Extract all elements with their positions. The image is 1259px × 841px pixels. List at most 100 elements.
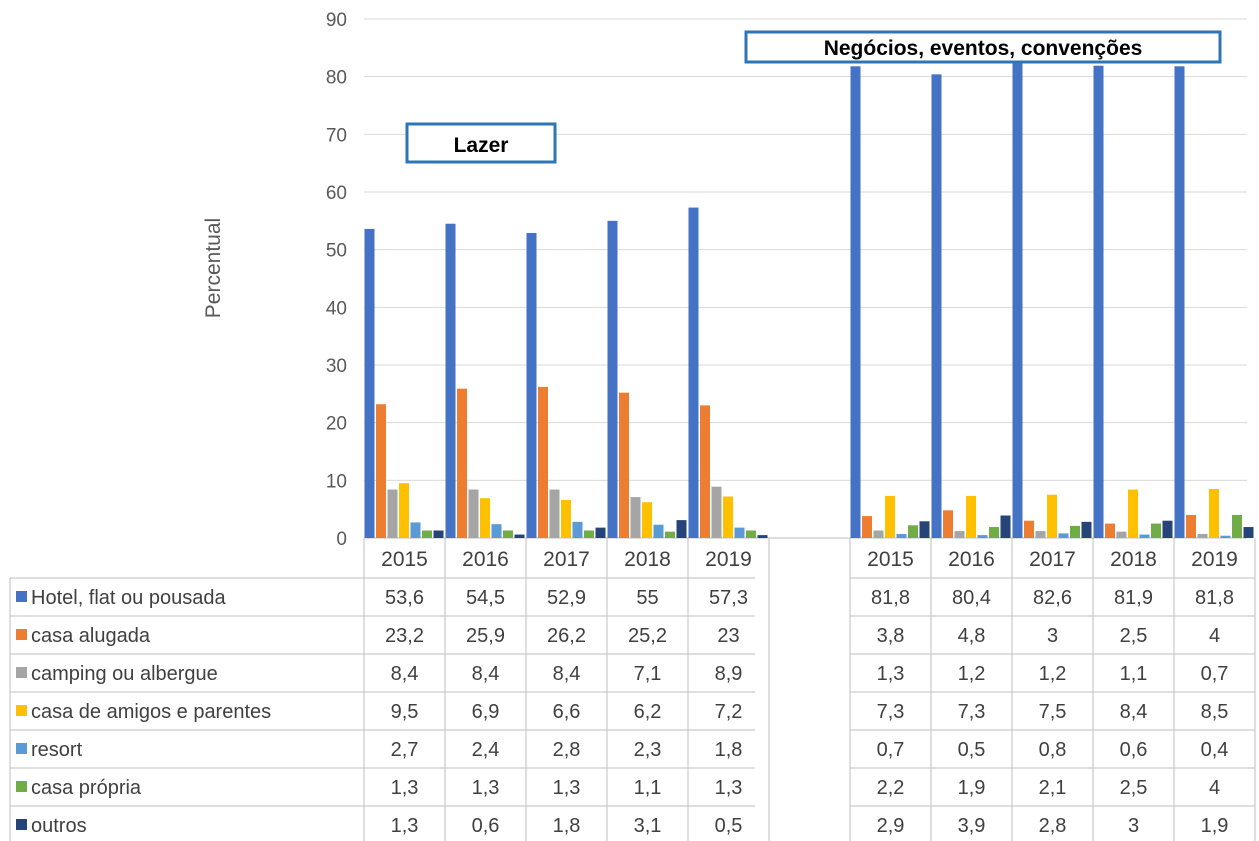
legend-label: Hotel, flat ou pousada bbox=[31, 587, 226, 609]
bar bbox=[607, 220, 618, 539]
bar bbox=[364, 228, 375, 538]
bar bbox=[700, 405, 710, 538]
bar bbox=[711, 486, 722, 538]
data-value-label: 1,3 bbox=[715, 777, 743, 799]
legend-key bbox=[16, 667, 27, 678]
y-axis-ticks: 0 10 20 30 40 50 60 70 80 90 bbox=[326, 10, 347, 550]
bar bbox=[746, 530, 756, 538]
bar bbox=[896, 533, 907, 538]
category-label: 2015 bbox=[381, 548, 428, 571]
data-value-label: 3 bbox=[1047, 625, 1058, 647]
bar bbox=[1012, 61, 1023, 538]
bar bbox=[723, 496, 733, 538]
data-value-label: 1,9 bbox=[1201, 815, 1229, 837]
bar bbox=[862, 516, 872, 538]
bar bbox=[480, 498, 490, 538]
data-value-label: 8,4 bbox=[1120, 701, 1148, 723]
legend-label: casa própria bbox=[31, 777, 142, 799]
data-value-label: 0,6 bbox=[1120, 739, 1148, 761]
legend-key bbox=[16, 591, 27, 602]
data-value-label: 2,5 bbox=[1120, 777, 1148, 799]
bar bbox=[1186, 514, 1196, 538]
data-value-label: 2,1 bbox=[1039, 777, 1067, 799]
legend-key bbox=[16, 743, 27, 754]
data-value-label: 80,4 bbox=[952, 587, 991, 609]
bar bbox=[1197, 533, 1208, 538]
bar bbox=[850, 66, 861, 538]
bar bbox=[1081, 521, 1092, 538]
data-value-label: 82,6 bbox=[1033, 587, 1072, 609]
bar bbox=[1209, 488, 1219, 538]
category-label: 2017 bbox=[1029, 548, 1076, 571]
data-value-label: 7,1 bbox=[634, 663, 662, 685]
legend-label: casa de amigos e parentes bbox=[31, 701, 271, 723]
bar bbox=[514, 534, 525, 538]
y-axis-label: Percentual bbox=[202, 218, 225, 318]
data-value-label: 1,2 bbox=[958, 663, 986, 685]
bar bbox=[1151, 523, 1161, 538]
data-value-label: 6,2 bbox=[634, 701, 662, 723]
legend-key bbox=[16, 705, 27, 716]
bar bbox=[387, 489, 398, 538]
data-value-label: 53,6 bbox=[385, 587, 424, 609]
bars bbox=[364, 61, 1254, 539]
data-value-label: 3,8 bbox=[877, 625, 905, 647]
data-value-label: 81,8 bbox=[1195, 587, 1234, 609]
legend-label: casa alugada bbox=[31, 625, 151, 647]
data-value-label: 7,5 bbox=[1039, 701, 1067, 723]
data-value-label: 8,9 bbox=[715, 663, 743, 685]
bar bbox=[1058, 533, 1069, 538]
bar bbox=[491, 524, 502, 538]
data-value-label: 0,5 bbox=[715, 815, 743, 837]
data-value-label: 2,8 bbox=[1039, 815, 1067, 837]
data-value-label: 23,2 bbox=[385, 625, 424, 647]
data-value-label: 0,7 bbox=[1201, 663, 1229, 685]
data-value-label: 54,5 bbox=[466, 587, 505, 609]
bar bbox=[954, 531, 965, 538]
bar bbox=[422, 530, 432, 538]
data-value-label: 23 bbox=[717, 625, 739, 647]
data-value-label: 26,2 bbox=[547, 625, 586, 647]
bar bbox=[549, 489, 560, 538]
bar bbox=[1174, 66, 1185, 538]
data-value-label: 4 bbox=[1209, 625, 1220, 647]
category-label: 2019 bbox=[705, 548, 752, 571]
bar bbox=[503, 530, 513, 538]
data-value-label: 2,8 bbox=[553, 739, 581, 761]
bar bbox=[1116, 531, 1127, 538]
data-value-label: 3,1 bbox=[634, 815, 662, 837]
bar bbox=[584, 530, 594, 538]
data-value-label: 3 bbox=[1128, 815, 1139, 837]
bar bbox=[642, 502, 652, 538]
bar bbox=[1024, 520, 1034, 538]
category-label: 2016 bbox=[462, 548, 509, 571]
bar bbox=[977, 535, 988, 538]
bar bbox=[410, 522, 421, 538]
group-label-boxes: Lazer Negócios, eventos, convenções bbox=[405, 30, 1222, 164]
bar bbox=[908, 525, 918, 538]
data-value-label: 57,3 bbox=[709, 587, 748, 609]
category-label: 2015 bbox=[867, 548, 914, 571]
bar bbox=[595, 527, 606, 538]
data-value-label: 1,8 bbox=[715, 739, 743, 761]
data-value-label: 55 bbox=[636, 587, 658, 609]
data-value-label: 0,4 bbox=[1201, 739, 1229, 761]
legend-label: outros bbox=[31, 815, 87, 837]
bar bbox=[399, 483, 409, 538]
category-label: 2016 bbox=[948, 548, 995, 571]
data-value-label: 1,3 bbox=[391, 777, 419, 799]
bar bbox=[989, 527, 999, 538]
data-value-label: 6,9 bbox=[472, 701, 500, 723]
bar bbox=[457, 388, 467, 538]
bar bbox=[653, 524, 664, 538]
group-label-box bbox=[405, 122, 557, 164]
y-tick-label: 0 bbox=[336, 529, 347, 550]
data-value-label: 1,3 bbox=[553, 777, 581, 799]
bar bbox=[630, 497, 641, 538]
data-value-label: 1,1 bbox=[1120, 663, 1148, 685]
data-value-label: 1,9 bbox=[958, 777, 986, 799]
bar bbox=[468, 489, 479, 538]
y-tick-label: 70 bbox=[326, 125, 347, 146]
bar bbox=[1047, 494, 1057, 538]
